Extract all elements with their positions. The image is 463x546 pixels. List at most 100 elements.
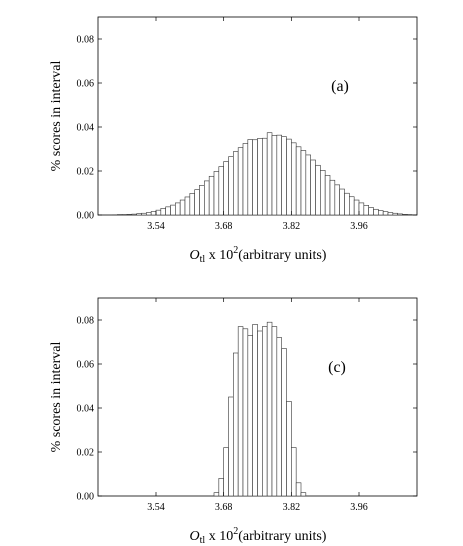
- histogram-bar: [247, 139, 253, 216]
- x-axis-label: Otl x 102(arbitrary units): [190, 526, 327, 546]
- x-tick-label: 3.96: [350, 221, 368, 232]
- histogram-bar: [184, 196, 191, 216]
- x-ticks: 3.54 3.68 3.82 3.96: [147, 298, 368, 513]
- histogram-bar: [329, 179, 336, 216]
- histogram-bar: [276, 337, 282, 497]
- x-tick-label: 3.68: [215, 502, 233, 513]
- x-label-mid: x 10: [205, 529, 233, 544]
- histogram-bar: [136, 213, 142, 216]
- histogram-bar: [276, 134, 282, 216]
- histogram-bar: [179, 199, 186, 216]
- histogram-bar: [189, 193, 195, 216]
- histogram-bar: [170, 204, 176, 216]
- y-tick-label: 0.06: [77, 79, 95, 90]
- x-ticks: 3.54 3.68 3.82 3.96: [147, 17, 368, 232]
- histogram-bar: [353, 199, 360, 216]
- x-axis-label: Otl x 102(arbitrary units): [190, 245, 327, 265]
- histogram-bar: [160, 208, 166, 216]
- histogram-bar: [141, 212, 147, 216]
- histogram-bar: [387, 212, 394, 216]
- histogram-bar: [266, 132, 273, 216]
- x-label-subscript: tl: [200, 535, 206, 546]
- x-label-subscript: tl: [200, 254, 206, 265]
- bars: [112, 132, 413, 216]
- histogram-bar: [271, 135, 278, 216]
- x-tick-label: 3.82: [283, 502, 301, 513]
- histogram-bar: [286, 138, 292, 216]
- x-label-mid: x 10: [205, 248, 233, 263]
- x-label-tail: (arbitrary units): [238, 529, 327, 544]
- histogram-bar: [363, 205, 369, 216]
- histogram-bar: [310, 159, 316, 216]
- histogram-bar: [349, 196, 355, 216]
- bars: [213, 321, 307, 497]
- x-label-superscript: 2: [233, 526, 238, 537]
- y-tick-label: 0.04: [77, 123, 95, 134]
- histogram-bar: [300, 150, 307, 216]
- histogram-bar: [228, 156, 234, 216]
- histogram-bar: [358, 202, 365, 216]
- histogram-bar: [334, 184, 340, 216]
- histogram-bar: [286, 401, 292, 497]
- histogram-bar: [252, 324, 258, 497]
- histogram-bar: [271, 326, 278, 497]
- histogram-bar: [382, 211, 389, 216]
- y-tick-label: 0.02: [77, 448, 95, 459]
- histogram-bar: [320, 170, 326, 216]
- histogram-bar: [291, 142, 297, 216]
- histogram-bar: [126, 214, 133, 216]
- histogram-bar: [218, 166, 224, 216]
- y-tick-label: 0.04: [77, 404, 95, 415]
- histogram-bar: [213, 171, 220, 216]
- histogram-bar: [291, 447, 297, 497]
- histogram-bar: [373, 208, 379, 216]
- histogram-bar: [402, 214, 408, 216]
- y-ticks: 0.00 0.02 0.04 0.06 0.08: [77, 316, 417, 503]
- y-tick-label: 0.08: [77, 35, 95, 46]
- histogram-bar: [252, 139, 258, 216]
- x-tick-label: 3.54: [147, 221, 165, 232]
- histogram-bar: [146, 212, 152, 216]
- histogram-bar: [392, 212, 398, 216]
- histogram-bar: [247, 335, 253, 497]
- histogram-bar: [218, 478, 224, 497]
- histogram-panel-a: 0.00 0.02 0.04 0.06 0.08 3.54 3.68 3.82 3.96 (a…: [49, 16, 418, 265]
- y-tick-label: 0.06: [77, 360, 95, 371]
- histogram-bar: [175, 202, 181, 216]
- histogram-bar: [324, 175, 331, 216]
- histogram-bar: [257, 138, 263, 216]
- histogram-bar: [281, 348, 287, 497]
- x-tick-label: 3.96: [350, 502, 368, 513]
- histogram-bar: [199, 185, 205, 216]
- histogram-bar: [295, 482, 302, 497]
- histogram-bar: [257, 330, 263, 497]
- histogram-bar: [155, 209, 162, 216]
- histogram-bar: [242, 328, 249, 497]
- histogram-bar: [368, 207, 374, 216]
- histogram-bar: [339, 188, 345, 216]
- x-label-superscript: 2: [233, 245, 238, 256]
- histogram-bar: [266, 321, 273, 497]
- histogram-bar: [165, 206, 171, 216]
- y-axis-label: % scores in interval: [49, 60, 64, 171]
- x-label-tail: (arbitrary units): [238, 248, 327, 263]
- histogram-bar: [208, 175, 215, 216]
- x-tick-label: 3.82: [283, 221, 301, 232]
- histogram-bar: [315, 164, 321, 216]
- histogram-bar: [237, 147, 244, 216]
- histogram-bar: [242, 143, 249, 216]
- y-tick-label: 0.02: [77, 167, 95, 178]
- histogram-bar: [262, 137, 268, 216]
- histogram-bar: [237, 326, 244, 497]
- x-label-symbol: O: [190, 248, 200, 263]
- histogram-bar: [150, 211, 157, 216]
- histogram-bar: [295, 146, 302, 216]
- histogram-bar: [300, 492, 307, 497]
- histogram-bar: [305, 154, 311, 216]
- histogram-bar: [131, 213, 137, 216]
- histogram-bar: [378, 210, 384, 216]
- histogram-bar: [223, 161, 229, 216]
- histogram-bar: [344, 192, 350, 216]
- panel-label: (a): [331, 78, 349, 95]
